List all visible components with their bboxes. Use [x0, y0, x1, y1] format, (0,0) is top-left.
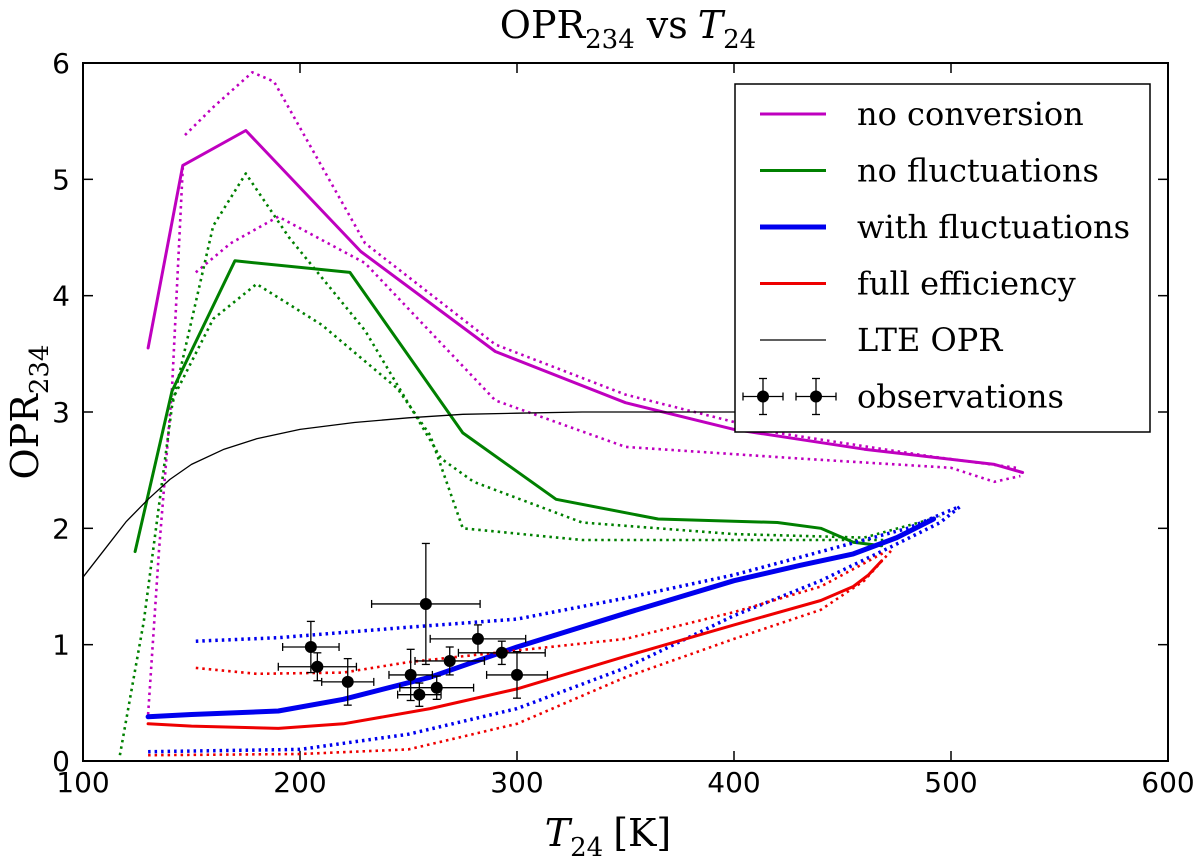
observation-point [281, 620, 340, 674]
title-t: T [698, 3, 726, 47]
title-t-sub: 24 [723, 25, 756, 55]
observation-point [370, 542, 481, 666]
observation-point [277, 652, 358, 682]
legend-entry-full-efficiency: full efficiency [760, 265, 1076, 303]
legend-label: full efficiency [857, 265, 1076, 303]
legend-label: no conversion [857, 95, 1084, 133]
series-lte-opr [82, 411, 779, 578]
series-no-conversion-bound [146, 167, 185, 715]
legend-label: LTE OPR [857, 321, 1003, 359]
title-vs: vs [646, 3, 688, 47]
y-tick-label: 6 [52, 47, 70, 80]
legend-marker [810, 390, 822, 403]
series-no-conversion [146, 129, 1025, 474]
legend-label: no fluctuations [857, 152, 1099, 190]
x-axis-label: T24 [K] [545, 811, 672, 858]
x-tick-label: 300 [490, 766, 543, 799]
xlabel-sub: 24 [570, 833, 603, 858]
x-tick-label: 500 [924, 766, 977, 799]
series-no-fluctuations [133, 259, 884, 554]
observation-point [321, 657, 375, 706]
series-with-fluctuations-bound [148, 503, 963, 754]
series-no-conversion-bound [184, 71, 1017, 470]
xlabel-t: T [545, 811, 573, 855]
y-tick-label: 0 [52, 745, 70, 778]
title-opr-sub: 234 [585, 25, 635, 55]
tick-labels: 100 200 300 400 500 600 0 1 2 3 4 5 6 [52, 47, 1195, 799]
y-tick-label: 2 [52, 512, 70, 545]
series-full-efficiency [146, 559, 884, 730]
observation-points [277, 542, 549, 707]
observation-point [388, 648, 434, 702]
legend-entry-with-fluctuations: with fluctuations [760, 208, 1130, 246]
observation-point [399, 675, 475, 700]
legend-label: observations [857, 378, 1064, 416]
x-tick-label: 600 [1141, 766, 1194, 799]
xlabel-unit: [K] [613, 811, 671, 855]
observation-point [414, 646, 486, 676]
x-tick-label: 100 [56, 766, 109, 799]
legend-label: with fluctuations [857, 208, 1130, 246]
ylabel-sub: 234 [25, 345, 55, 395]
observation-point [485, 650, 549, 699]
legend-marker [757, 390, 769, 403]
y-tick-label: 3 [52, 396, 70, 429]
series-no-conversion-bound [194, 215, 1021, 484]
series-no-fluctuations-bound [118, 172, 941, 756]
chart-title: OPR234 vs T24 [500, 3, 756, 55]
legend: no conversion no fluctuations with fluctua… [734, 83, 1151, 433]
y-tick-label: 5 [52, 163, 70, 196]
legend-entry-no-conversion: no conversion [760, 95, 1084, 133]
title-opr: OPR [500, 3, 587, 47]
plot-frame [82, 62, 1169, 762]
legend-box [734, 83, 1151, 433]
series-with-fluctuations [145, 516, 937, 720]
legend-entry-observations: observations [742, 378, 1064, 416]
plot-lines [82, 71, 1025, 757]
y-tick-label: 1 [52, 629, 70, 662]
legend-entry-no-fluctuations: no fluctuations [760, 152, 1099, 190]
observation-point [457, 640, 546, 666]
y-axis-label: OPR234 [3, 345, 55, 480]
observation-point [396, 682, 442, 707]
x-tick-label: 400 [707, 766, 760, 799]
ylabel-opr: OPR [3, 393, 47, 480]
x-tick-label: 200 [273, 766, 326, 799]
y-tick-label: 4 [52, 280, 70, 313]
legend-entry-lte-opr: LTE OPR [760, 321, 1003, 359]
